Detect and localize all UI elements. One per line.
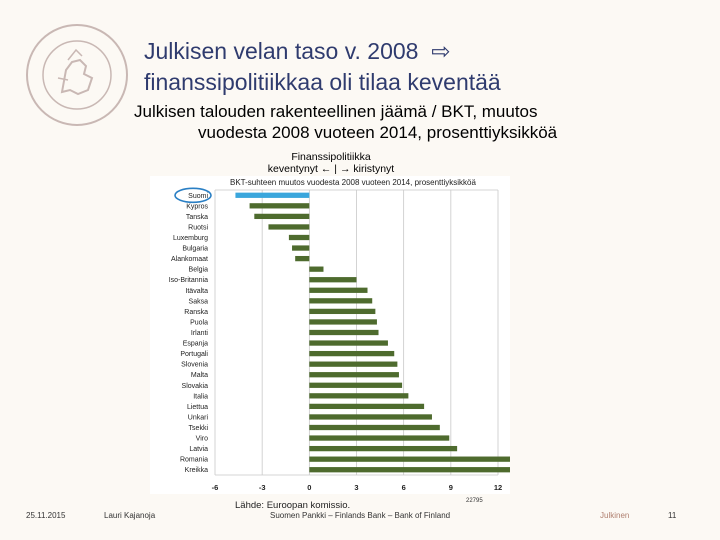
bar [309,456,510,462]
right-arrow-icon: ⇨ [431,38,451,64]
category-label: Tsekki [189,425,209,432]
bar [235,192,310,198]
bar [309,308,376,315]
chart-subtitle: Julkisen talouden rakenteellinen jäämä /… [134,101,694,143]
x-tick-label: -3 [259,483,266,492]
subtitle-line2: vuodesta 2008 vuoteen 2014, prosenttiyks… [198,123,558,142]
category-label: Suomi [188,193,208,200]
bar [309,298,373,304]
x-tick-label: 0 [307,483,311,492]
bar [309,372,399,378]
bar [295,255,310,262]
chart-inner-title: BKT-suhteen muutos vuodesta 2008 vuoteen… [230,178,476,187]
bar [309,382,403,388]
category-label: Puola [190,319,208,326]
bar [309,435,450,441]
category-label: Liettua [187,404,208,411]
bar [309,424,440,431]
category-label: Luxemburg [173,235,208,242]
category-label: Slovenia [181,362,208,369]
bar [292,245,310,251]
bar [254,213,310,220]
category-label: Ruotsi [188,224,208,231]
category-label: Tanska [186,214,208,221]
category-label: Romania [180,457,208,464]
footer-bank: Suomen Pankki – Finlands Bank – Bank of … [270,511,451,520]
fiscal-policy-direction: keventynyt ← | → kiristynyt [267,163,395,175]
page-number: 11 [668,511,677,520]
category-label: Belgia [189,267,209,274]
x-tick-label: 12 [494,483,502,492]
x-tick-label: 6 [402,483,406,492]
bar [268,224,310,230]
category-label: Viro [196,436,208,443]
footer-classification: Julkinen [600,511,630,520]
category-label: Bulgaria [182,246,208,253]
bar [309,329,379,336]
x-tick-label: 3 [354,483,358,492]
bar [309,445,458,452]
x-tick-label: -6 [212,483,219,492]
category-label: Espanja [183,341,208,348]
category-label: Unkari [188,414,209,421]
category-label: Ranska [184,309,208,316]
fiscal-policy-label: Finanssipolitiikka [291,151,371,163]
bar [309,266,324,272]
chart-code: 22795 [466,498,483,504]
bar [309,403,425,410]
bar [288,234,310,241]
fiscal-policy-annotation: Finanssipolitiikka keventynyt ← | → kiri… [236,151,426,175]
category-label: Italia [193,393,208,400]
category-label: Irlanti [191,330,209,337]
bar [309,414,432,420]
bar [249,203,310,209]
bar [309,277,357,283]
bank-of-finland-seal-icon [26,24,128,126]
highlight-circle [174,187,212,204]
subtitle-line1: Julkisen talouden rakenteellinen jäämä /… [134,102,538,121]
category-label: Kypros [186,203,208,210]
category-label: Iso-Britannia [169,277,208,284]
bar [309,361,398,367]
bar [309,319,377,325]
category-label: Saksa [189,298,209,305]
footer-author: Lauri Kajanoja [104,511,156,520]
bar [309,467,510,473]
category-label: Alankomaat [171,256,208,263]
category-label: Portugali [180,351,208,358]
category-label: Kreikka [185,467,208,474]
footer-date: 25.11.2015 [26,511,66,520]
bar [309,287,368,293]
bar [309,350,395,357]
title-line1: Julkisen velan taso v. 2008 [144,38,419,64]
category-label: Slovakia [182,383,209,390]
category-label: Malta [191,372,208,379]
source-note: Lähde: Euroopan komissio. [235,500,351,511]
category-label: Latvia [189,446,208,453]
slide-title: Julkisen velan taso v. 2008 ⇨ finanssipo… [144,36,704,98]
x-tick-label: 9 [449,483,453,492]
bar [309,340,388,346]
category-label: Itävalta [185,288,208,295]
bar [309,393,409,399]
title-line2: finanssipolitiikkaa oli tilaa keventää [144,69,501,95]
bar-chart: BKT-suhteen muutos vuodesta 2008 vuoteen… [150,176,510,494]
